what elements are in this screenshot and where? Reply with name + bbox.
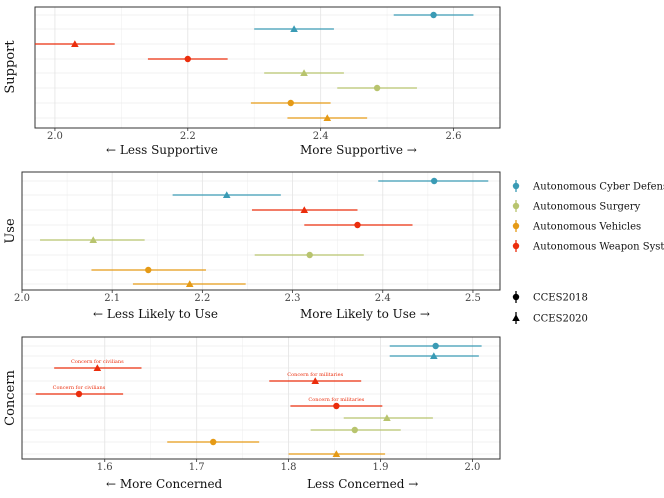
- panel-concern: 1.6 1.7 1.8 1.9 2.0 Concern for civilians Conc…: [3, 336, 501, 491]
- data-point-circle: [306, 251, 313, 259]
- x-tick-label: 2.5: [465, 293, 481, 304]
- panel-background: [22, 337, 500, 459]
- panel-use: 2.0 2.1 2.2 2.3 2.4 2.5 Use ← Less Likely to Us…: [3, 171, 501, 321]
- data-point-circle: [430, 177, 438, 185]
- legend-key-point: [512, 242, 520, 250]
- legend-key-triangle: [512, 314, 520, 322]
- data-point-circle: [430, 11, 437, 19]
- legend-key-point: [512, 202, 520, 210]
- x-tick-label: 1.9: [373, 462, 389, 473]
- x-tick-label: 2.2: [194, 293, 210, 304]
- data-point-triangle: [290, 25, 298, 33]
- data-point-triangle: [332, 450, 341, 458]
- data-point-circle: [354, 221, 361, 229]
- data-point-circle: [287, 99, 294, 107]
- panel-border: [21, 171, 501, 291]
- legend: Autonomous Cyber Defense Autonomous Surge…: [512, 180, 664, 325]
- x-tick-label: 2.4: [375, 293, 391, 304]
- x-tick-label: 2.2: [180, 131, 196, 142]
- data-point-triangle: [323, 114, 332, 122]
- panel-title: Concern: [3, 370, 18, 426]
- panel-background: [35, 7, 500, 128]
- panel-support: 2.0 2.2 2.4 2.6 Support ← Less Supportive More…: [3, 6, 501, 157]
- direction-label-left: ← Less Supportive: [106, 143, 218, 157]
- panel-title: Support: [3, 40, 18, 94]
- data-point-triangle: [222, 191, 231, 199]
- data-point-triangle: [185, 280, 194, 288]
- panel-title: Use: [3, 218, 18, 244]
- data-point-circle: [184, 55, 191, 63]
- panel-border: [21, 336, 501, 460]
- x-tick-label: 2.6: [446, 131, 462, 142]
- direction-label-left: ← More Concerned: [106, 477, 223, 491]
- data-point-circle: [432, 342, 439, 350]
- direction-label-left: ← Less Likely to Use: [93, 307, 218, 321]
- panel-border: [34, 6, 501, 129]
- legend-key-point: [512, 182, 520, 190]
- data-point-circle: [333, 402, 340, 410]
- data-point-circle: [351, 426, 358, 434]
- x-tick-label: 1.6: [97, 462, 113, 473]
- legend-label: Autonomous Vehicles: [532, 222, 641, 233]
- data-point-circle: [210, 438, 217, 446]
- panel-background: [22, 172, 500, 290]
- x-tick-label: 1.7: [189, 462, 205, 473]
- data-point-triangle: [430, 352, 438, 360]
- legend-key-point: [512, 222, 520, 230]
- x-tick-label: 2.3: [285, 293, 301, 304]
- x-tick-label: 2.4: [313, 131, 329, 142]
- direction-label-right: More Supportive →: [300, 143, 417, 157]
- data-point-circle: [75, 390, 83, 398]
- point-annotation: Concern for civilians: [71, 359, 124, 365]
- direction-label-right: More Likely to Use →: [300, 307, 430, 321]
- legend-label: CCES2020: [533, 314, 588, 325]
- legend-key-circle: [512, 293, 520, 301]
- x-tick-label: 1.8: [281, 462, 297, 473]
- data-point-triangle: [300, 69, 308, 77]
- direction-label-right: Less Concerned →: [307, 477, 418, 491]
- x-tick-label: 2.0: [14, 293, 30, 304]
- point-annotation: Concern for militaries: [287, 372, 343, 378]
- data-point-circle: [145, 266, 152, 274]
- x-tick-label: 2.0: [464, 462, 480, 473]
- legend-label: CCES2018: [533, 293, 588, 304]
- data-point-triangle: [71, 40, 79, 48]
- data-point-circle: [373, 84, 381, 92]
- x-tick-label: 2.1: [104, 293, 120, 304]
- legend-label: Autonomous Weapon Systems: [532, 242, 664, 253]
- data-point-triangle: [93, 364, 102, 372]
- point-annotation: Concern for civilians: [53, 385, 106, 391]
- data-point-triangle: [311, 377, 320, 385]
- point-annotation: Concern for militaries: [308, 397, 364, 403]
- data-point-triangle: [89, 236, 98, 244]
- legend-label: Autonomous Cyber Defense: [532, 182, 664, 193]
- legend-label: Autonomous Surgery: [532, 202, 641, 213]
- x-tick-label: 2.0: [47, 131, 63, 142]
- data-point-triangle: [300, 206, 309, 214]
- data-point-triangle: [383, 414, 391, 422]
